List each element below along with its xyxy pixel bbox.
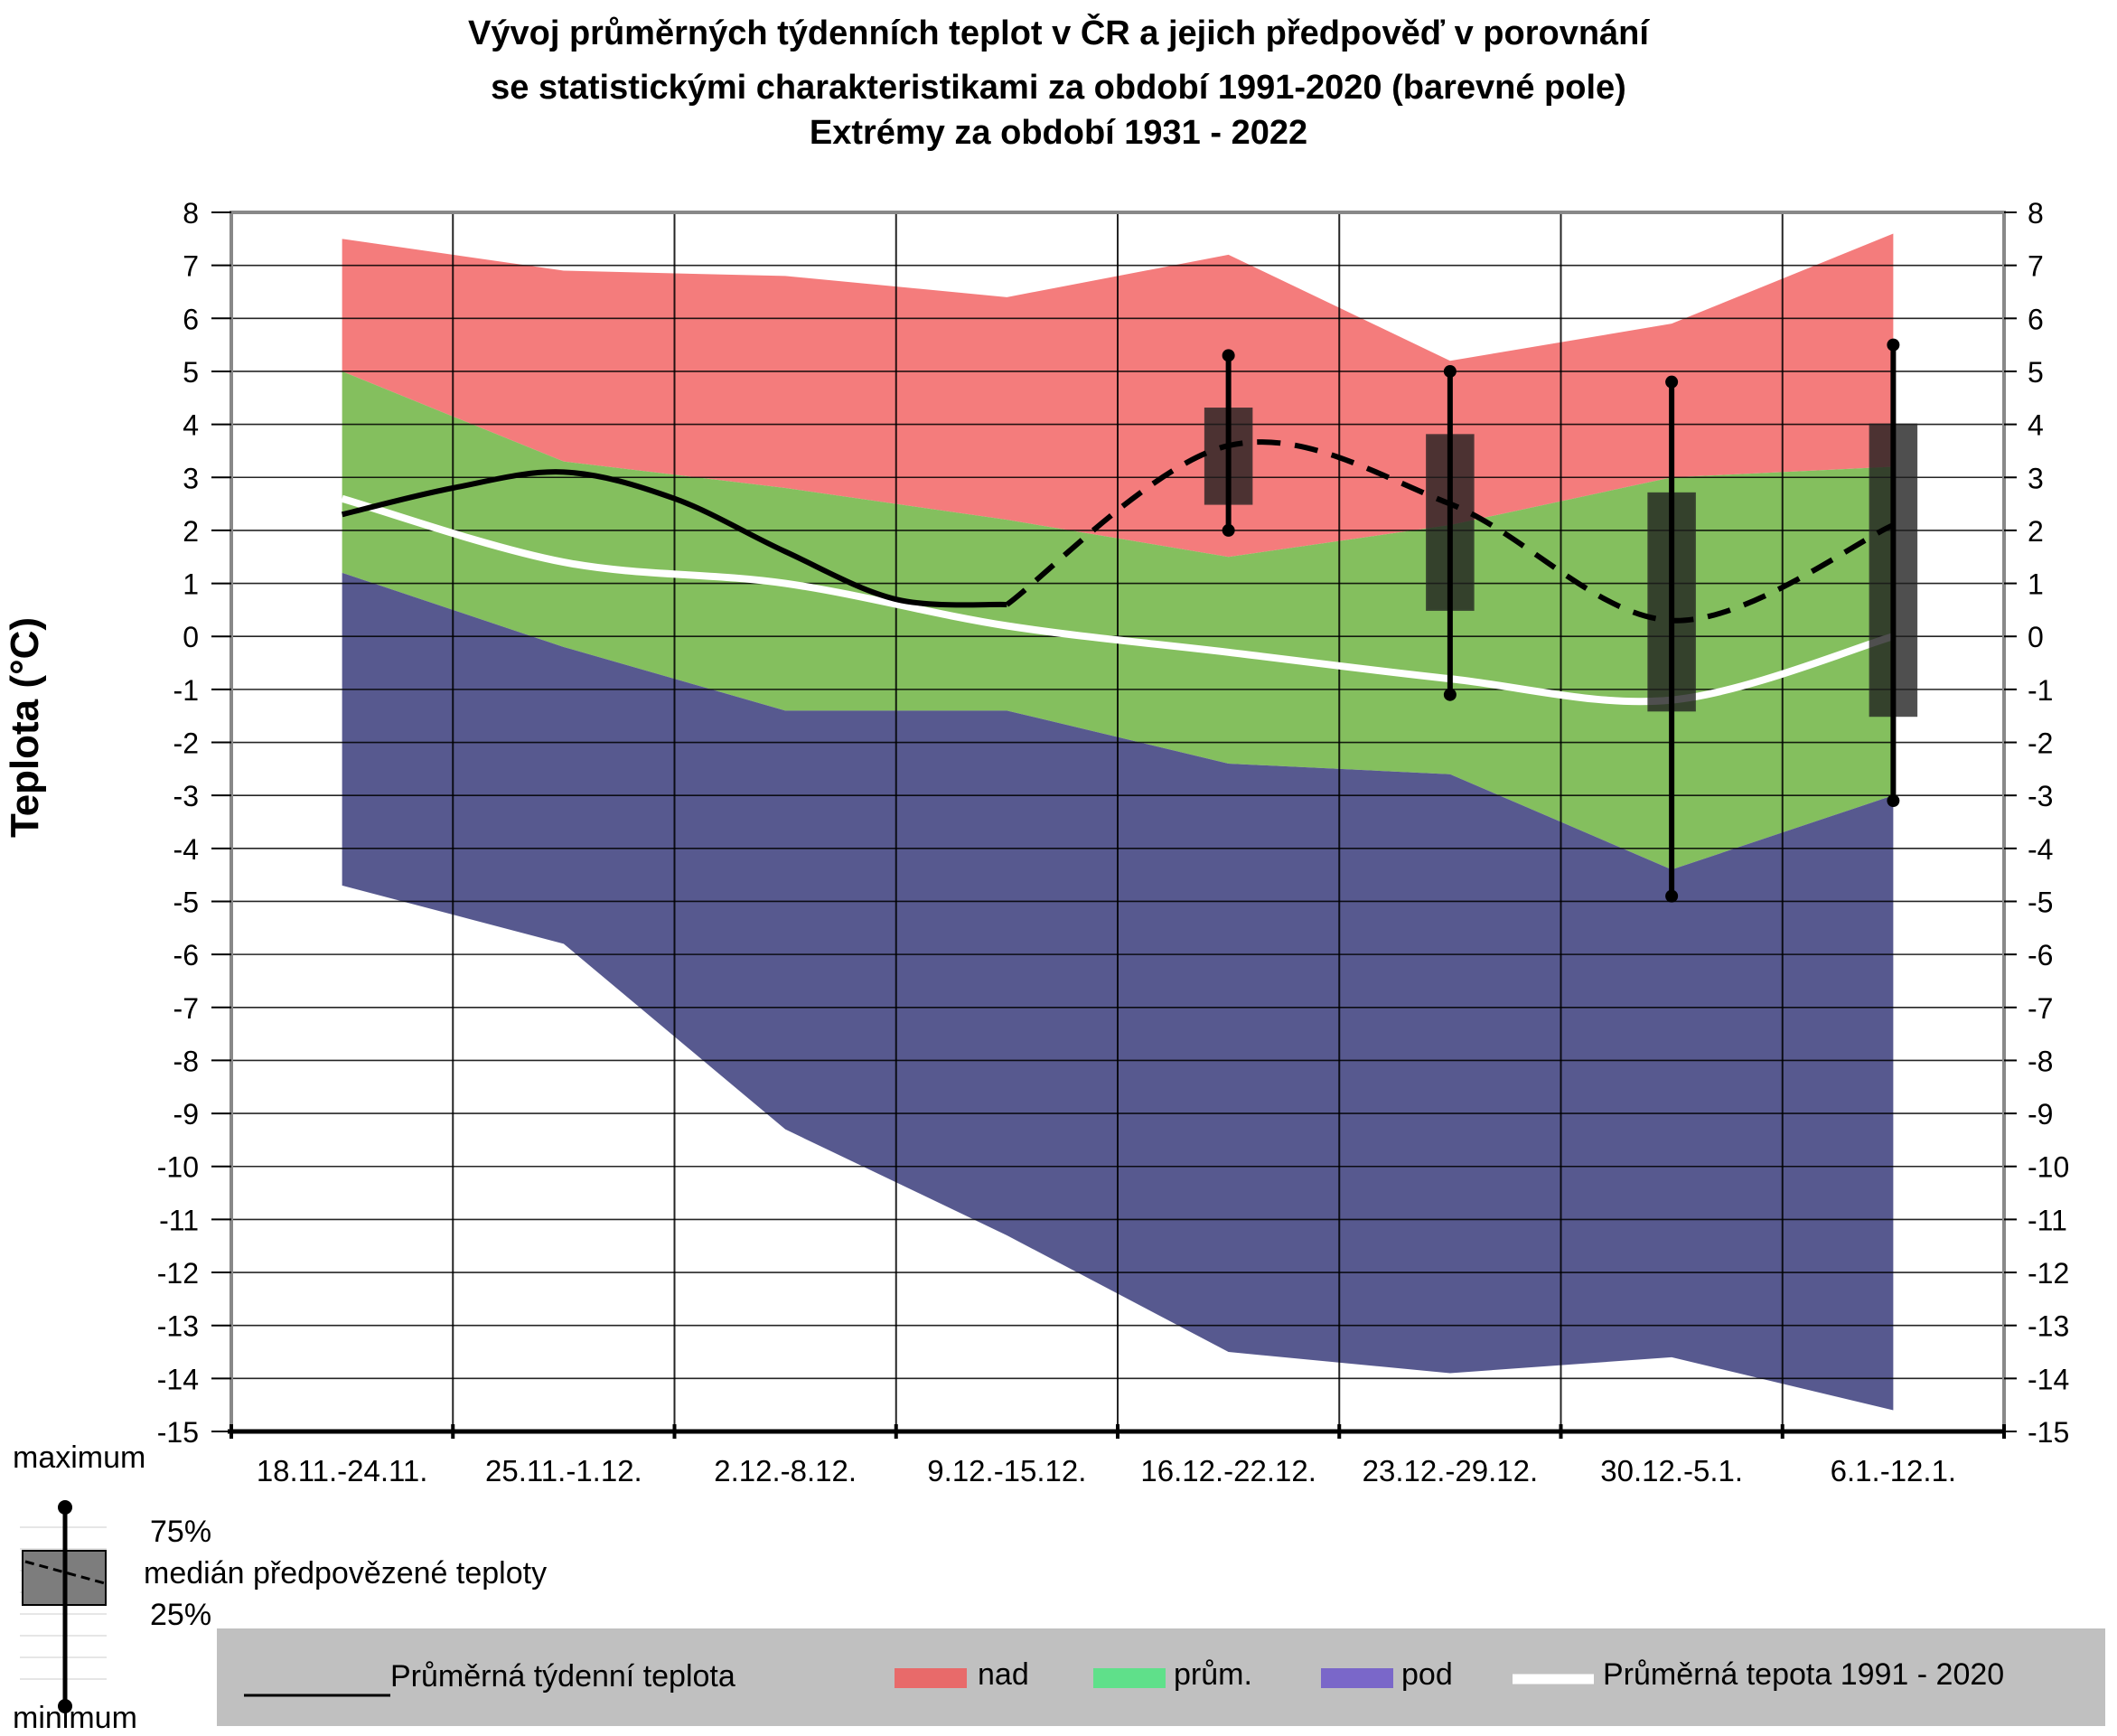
forecast-median-line: [1005, 439, 1895, 624]
x-tick-label: 18.11.-24.11.: [257, 1454, 428, 1487]
y-tick-label-left: 2: [183, 515, 199, 548]
x-tick-label: 30.12.-5.1.: [1600, 1454, 1743, 1487]
y-tick-label-right: 4: [2028, 409, 2044, 442]
legend-average-label: prům.: [1174, 1657, 1252, 1692]
y-tick-label-left: -2: [173, 727, 199, 760]
y-tick-label-right: 6: [2028, 303, 2044, 335]
x-tick-label: 2.12.-8.12.: [714, 1454, 857, 1487]
x-tick-label: 9.12.-15.12.: [927, 1454, 1086, 1487]
y-tick-label-left: -15: [157, 1416, 199, 1449]
y-tick-label-left: -13: [157, 1310, 199, 1343]
legend-box-q75: 75%: [150, 1515, 212, 1549]
y-tick-label-left: -1: [173, 674, 199, 707]
y-tick-label-left: 0: [183, 621, 199, 653]
x-tick-label: 6.1.-12.1.: [1831, 1454, 1956, 1487]
forecast-min-point: [1887, 794, 1900, 808]
y-tick-label-right: -6: [2028, 939, 2053, 971]
y-tick-label-right: -10: [2028, 1151, 2069, 1184]
y-tick-label-right: 3: [2028, 462, 2044, 494]
y-tick-label-left: -11: [159, 1204, 199, 1236]
y-tick-label-right: 0: [2028, 621, 2044, 653]
y-tick-label-right: -5: [2028, 886, 2053, 918]
legend-box-maximum: maximum: [13, 1440, 146, 1475]
legend-box-min-point: [58, 1699, 72, 1713]
y-tick-label-left: -12: [157, 1257, 199, 1290]
forecast-max-point: [1887, 338, 1900, 352]
y-tick-label-left: -7: [173, 992, 199, 1025]
legend-box-median: medián předpovězené teploty: [144, 1556, 548, 1591]
chart-title-line-1: Vývoj průměrných týdenních teplot v ČR a…: [468, 14, 1649, 52]
chart-title-line-2: se statistickými charakteristikami za ob…: [491, 69, 1626, 107]
y-tick-label-right: 7: [2028, 250, 2044, 283]
y-tick-label-right: 1: [2028, 568, 2044, 601]
y-tick-label-right: -8: [2028, 1045, 2053, 1077]
y-tick-label-right: -11: [2028, 1204, 2067, 1236]
y-tick-label-left: -8: [173, 1045, 199, 1077]
x-tick-label: 25.11.-1.12.: [485, 1454, 642, 1487]
y-tick-label-left: -9: [173, 1098, 199, 1131]
legend-box-max-point: [58, 1500, 72, 1515]
legend-normal-label: Průměrná tepota 1991 - 2020: [1603, 1657, 2005, 1692]
y-tick-label-right: -3: [2028, 780, 2053, 812]
y-tick-label-left: -5: [173, 886, 199, 918]
y-tick-label-right: -12: [2028, 1257, 2069, 1290]
y-tick-label-left: 8: [183, 197, 199, 230]
legend-box-minimum: minimum: [13, 1701, 137, 1735]
y-tick-label-left: 6: [183, 303, 199, 335]
y-tick-label-left: 4: [183, 409, 199, 442]
y-tick-label-right: -2: [2028, 727, 2053, 760]
legend-below-swatch: [1321, 1668, 1393, 1688]
y-tick-label-right: -7: [2028, 992, 2053, 1025]
y-tick-label-right: -1: [2028, 674, 2053, 707]
legend-above-swatch: [895, 1668, 967, 1688]
y-tick-label-left: -10: [157, 1151, 199, 1184]
y-tick-label-right: 8: [2028, 197, 2044, 230]
forecast-min-point: [1443, 688, 1457, 701]
y-tick-label-right: -13: [2028, 1310, 2069, 1343]
x-tick-label: 23.12.-29.12.: [1363, 1454, 1539, 1487]
y-tick-label-left: 3: [183, 462, 199, 494]
y-tick-label-left: -4: [173, 833, 199, 866]
legend-observed-label: Průměrná týdenní teplota: [390, 1659, 735, 1694]
y-tick-label-left: 5: [183, 356, 199, 389]
y-tick-label-right: -4: [2028, 833, 2053, 866]
y-tick-label-left: -14: [157, 1363, 199, 1395]
legend-box-q25: 25%: [150, 1598, 212, 1632]
y-tick-label-left: 1: [183, 568, 199, 601]
y-tick-label-left: -6: [173, 939, 199, 971]
y-tick-label-right: -15: [2028, 1416, 2069, 1449]
y-tick-label-right: 5: [2028, 356, 2044, 389]
observed-line: [341, 469, 1007, 608]
y-tick-label-right: 2: [2028, 515, 2044, 548]
y-tick-label-right: -14: [2028, 1363, 2069, 1395]
legend-below-label: pod: [1401, 1657, 1453, 1692]
forecast-max-point: [1665, 375, 1679, 389]
forecast-min-point: [1222, 523, 1235, 537]
y-tick-label-right: -9: [2028, 1098, 2053, 1131]
forecast-max-point: [1222, 349, 1235, 362]
forecast-max-point: [1443, 364, 1457, 378]
legend-above-label: nad: [978, 1657, 1029, 1692]
chart-title-line-3: Extrémy za období 1931 - 2022: [809, 114, 1308, 152]
forecast-min-point: [1665, 889, 1679, 903]
x-tick-label: 16.12.-22.12.: [1140, 1454, 1316, 1487]
y-tick-label-left: -3: [173, 780, 199, 812]
y-tick-label-left: 7: [183, 250, 199, 283]
legend-average-swatch: [1093, 1668, 1166, 1688]
